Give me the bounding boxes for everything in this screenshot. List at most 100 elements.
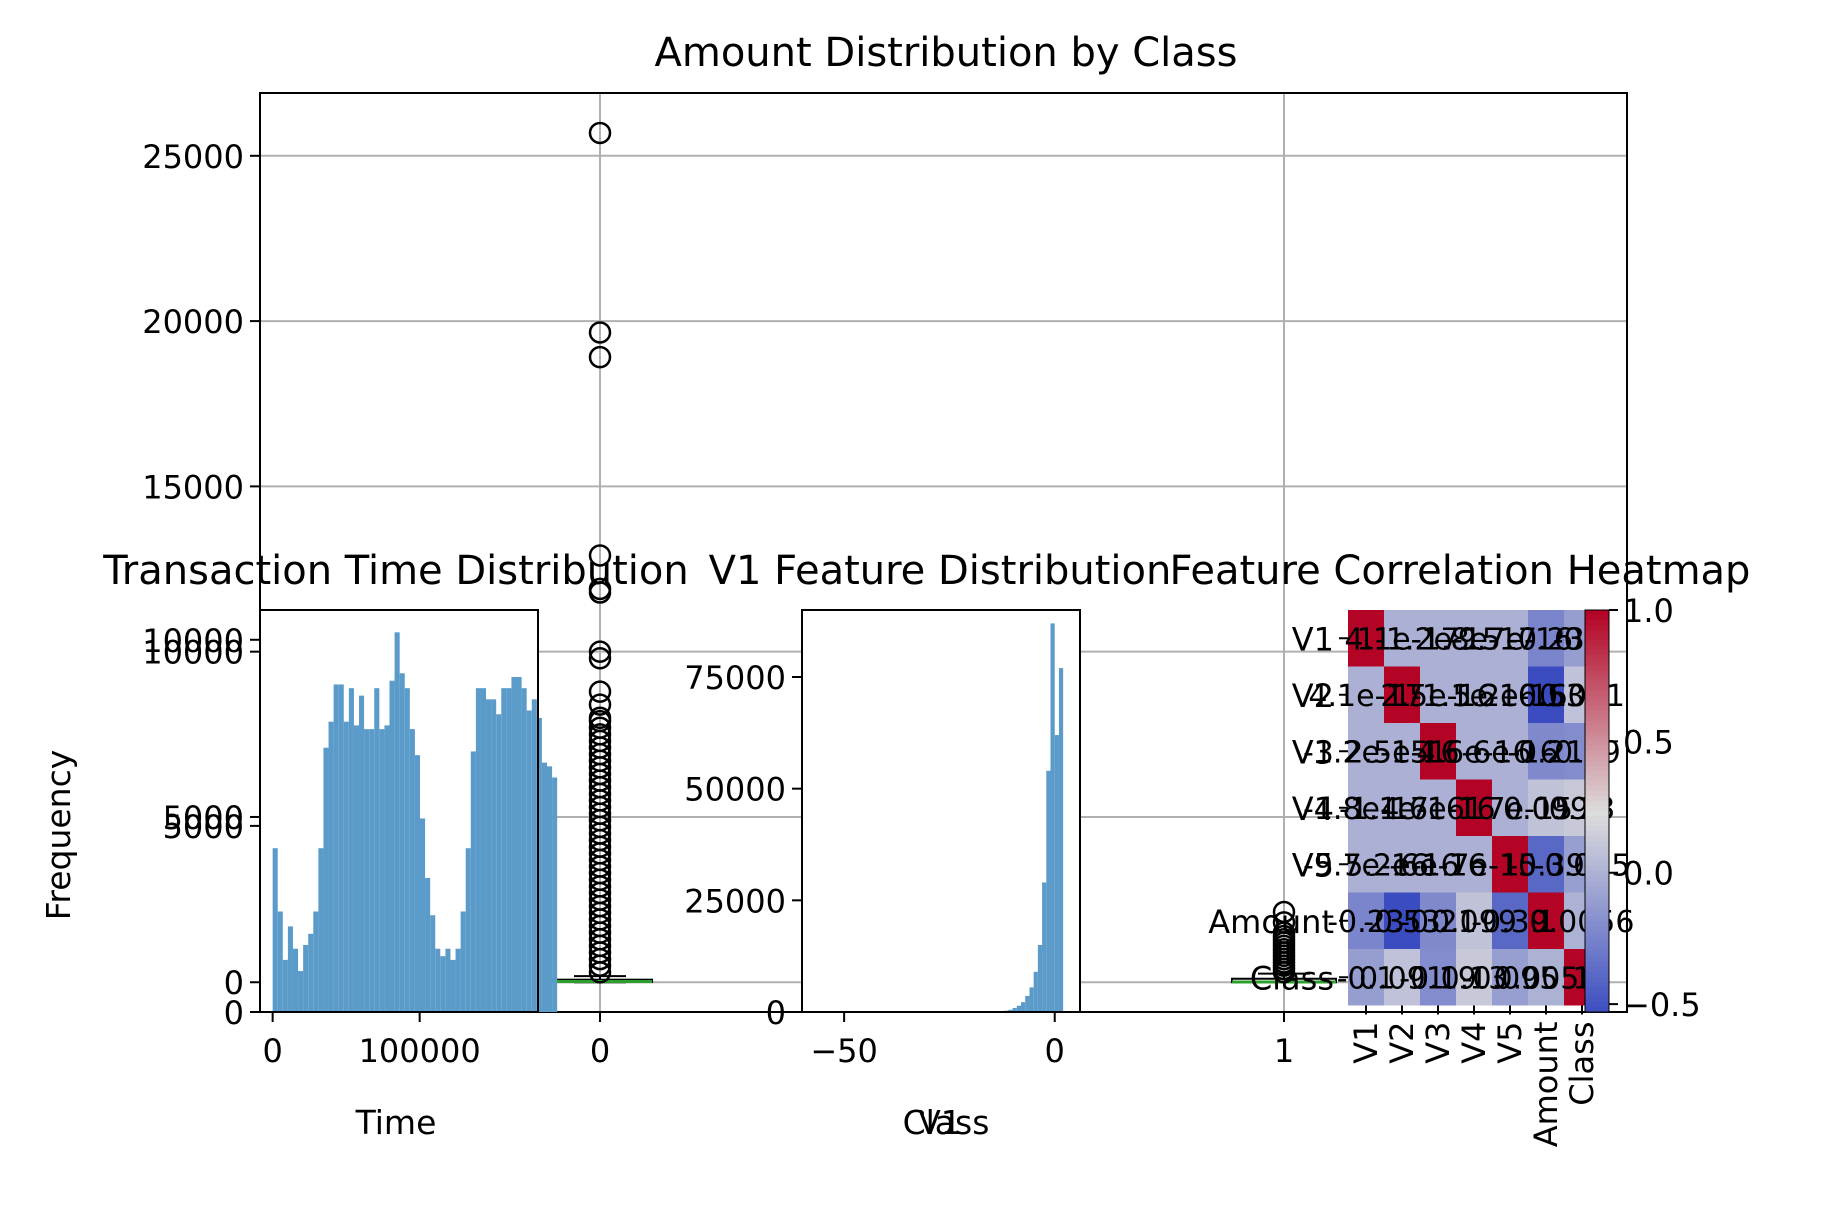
time-hist-bar [501,688,507,1012]
time-hist-bar [516,677,522,1012]
colorbar-segment [1585,695,1609,702]
colorbar-segment [1585,936,1609,943]
heatmap-cell-label: -1.7e-15 [1447,792,1573,827]
time-hist-bar [435,948,441,1012]
heatmap-cell [1384,723,1420,780]
time-hist-ytick-label: 10000 [142,622,244,660]
heatmap-cell [1420,836,1456,893]
heatmap-cell [1456,779,1492,836]
colorbar-segment [1585,790,1609,797]
v1-hist-bar [1058,668,1064,1012]
colorbar-segment [1585,906,1609,913]
colorbar-segment [1585,795,1609,802]
colorbar-frame [1584,609,1610,1013]
time-hist-bar [455,948,461,1012]
colorbar-segment [1585,946,1609,953]
heatmap-cell [1348,666,1384,723]
colorbar-segment [1585,670,1609,676]
time-hist-bar [409,729,415,1012]
colorbar-segment [1585,896,1609,903]
time-hist-bar [430,915,436,1012]
colorbar-segment [1585,720,1609,727]
heatmap-cell-label: 5.2e-16 [1344,848,1459,883]
time-hist-bar [521,688,527,1012]
heatmap-xtick-label: Class [1563,1022,1601,1106]
time-hist-bar [425,878,431,1012]
heatmap-cell-label: -1.1e-16 [1411,679,1537,714]
colorbar-segment [1585,921,1609,928]
colorbar-segment [1585,996,1609,1003]
boxplot-xtick-label: 0 [590,1032,610,1070]
heatmap-title: Feature Correlation Heatmap [1170,548,1751,594]
heatmap-cell [1348,892,1384,949]
colorbar-segment [1585,841,1609,847]
colorbar-segment [1585,635,1609,641]
time-hist-bar [298,971,304,1012]
boxplot-outlier [588,680,612,703]
colorbar-segment [1585,625,1609,631]
heatmap-xtick-label: V2 [1383,1022,1421,1064]
v1-hist-ytick-label: 50000 [684,771,786,809]
boxplot-outlier [1272,961,1296,984]
v1-hist-bar [1037,945,1043,1012]
heatmap-cell-label: -0.39 [1471,905,1549,940]
time-hist-bar [287,926,293,1012]
time-hist-xlabel: Time [355,1103,437,1142]
time-hist-bar [369,729,375,1012]
time-hist-bar [313,911,319,1012]
boxplot-ytick-label: 0 [224,964,244,1002]
colorbar-segment [1585,665,1609,671]
heatmap-cell [1528,949,1564,1006]
colorbar-segment [1585,811,1609,817]
colorbar-segment [1585,941,1609,948]
colorbar-tick-label: −0.5 [1623,986,1701,1024]
colorbar-segment [1585,770,1609,777]
time-hist-bar [364,729,370,1012]
time-hist-frame [259,609,539,1013]
heatmap-cell [1420,610,1456,667]
time-hist-ytick-label: 0 [224,994,244,1032]
time-hist-bar [506,688,512,1012]
heatmap-cell-label: 1 [1356,622,1375,657]
heatmap-cell-label: -0.23 [1327,905,1405,940]
heatmap-cell-label: -1.8e-17 [1411,622,1537,657]
heatmap-cell [1528,779,1564,836]
colorbar-tick-label: 0.0 [1623,855,1674,893]
boxplot-xtick-label: 1 [1274,1032,1294,1070]
v1-hist-ytick-label: 0 [766,994,786,1032]
colorbar-segment [1585,971,1609,978]
time-hist-bar [384,725,390,1012]
time-hist-bar [541,762,548,1012]
colorbar-segment [1585,740,1609,747]
colorbar-segment [1585,961,1609,968]
heatmap-cell [1456,836,1492,893]
colorbar-segment [1585,685,1609,691]
heatmap-xtick-label: Amount [1527,1022,1565,1148]
heatmap-cell [1420,779,1456,836]
colorbar-segment [1585,760,1609,767]
heatmap-cell [1384,836,1420,893]
colorbar-segment [1585,630,1609,636]
heatmap-cell [1492,723,1528,780]
colorbar-segment [1585,931,1609,938]
boxplot-outlier [588,947,612,971]
time-hist-bar [277,911,283,1012]
colorbar-segment [1585,805,1609,812]
heatmap-cell [1528,723,1564,780]
colorbar-segment [1585,775,1609,782]
heatmap-cell-label: -1.2e-15 [1303,735,1429,770]
heatmap-cell-label: 1 [1428,735,1447,770]
colorbar-segment [1585,690,1609,697]
colorbar-segment [1585,755,1609,762]
heatmap-cell-label: -9.7e-16 [1303,848,1429,883]
v1-hist-bar [1054,735,1059,1012]
heatmap-cell-label: -0.095 [1534,848,1631,883]
time-hist-bar [272,848,278,1012]
heatmap-cell [1456,610,1492,667]
heatmap-cell [1456,892,1492,949]
colorbar-segment [1585,991,1609,998]
time-hist-bar [440,956,446,1012]
heatmap-ytick-label: V1 [1292,620,1334,658]
heatmap-cell [1456,949,1492,1006]
colorbar-segment [1585,826,1609,832]
